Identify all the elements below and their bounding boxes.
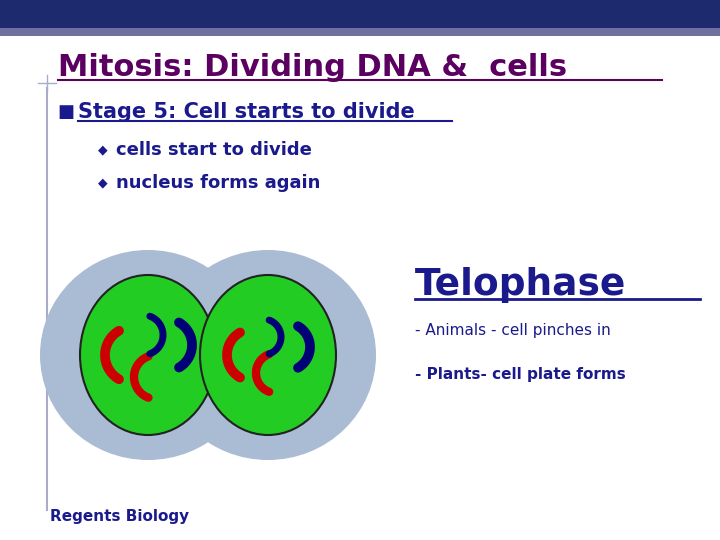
Text: ■: ■ (57, 103, 74, 121)
Ellipse shape (40, 250, 256, 460)
Ellipse shape (200, 275, 336, 435)
Text: Mitosis: Dividing DNA &  cells: Mitosis: Dividing DNA & cells (58, 53, 567, 83)
Text: ◆: ◆ (98, 144, 107, 157)
Bar (0, 28, 720, 36)
Text: ◆: ◆ (98, 177, 107, 190)
Bar (0, 0, 720, 28)
Text: Telophase: Telophase (415, 267, 626, 303)
Text: Regents Biology: Regents Biology (50, 509, 189, 523)
Text: - Animals - cell pinches in: - Animals - cell pinches in (415, 322, 611, 338)
Ellipse shape (160, 250, 376, 460)
Text: - Plants- cell plate forms: - Plants- cell plate forms (415, 368, 626, 382)
Text: cells start to divide: cells start to divide (116, 141, 312, 159)
Ellipse shape (80, 275, 216, 435)
Text: Stage 5: Cell starts to divide: Stage 5: Cell starts to divide (78, 102, 415, 122)
Text: nucleus forms again: nucleus forms again (116, 174, 320, 192)
